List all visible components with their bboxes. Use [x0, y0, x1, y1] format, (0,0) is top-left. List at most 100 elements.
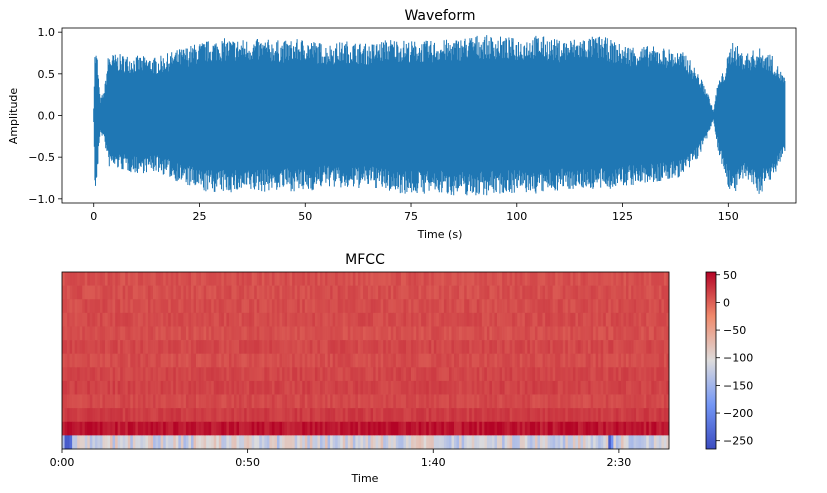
- mfcc-cell: [385, 340, 389, 355]
- mfcc-cell: [663, 394, 667, 409]
- mfcc-cell: [474, 340, 478, 355]
- mfcc-cell: [383, 272, 387, 286]
- mfcc-cell: [198, 326, 202, 341]
- mfcc-cell: [289, 380, 293, 395]
- mfcc-cell: [236, 299, 240, 314]
- mfcc-cell: [84, 285, 88, 300]
- mfcc-cell: [180, 421, 184, 436]
- mfcc-cell: [256, 421, 260, 436]
- mfcc-cell: [418, 340, 422, 355]
- mfcc-cell: [112, 272, 116, 286]
- mfcc-cell: [322, 299, 326, 314]
- mfcc-cell: [651, 285, 655, 300]
- mfcc-cell: [335, 312, 339, 327]
- mfcc-cell: [190, 380, 194, 395]
- mfcc-cell: [416, 353, 419, 368]
- mfcc-cell: [193, 408, 197, 423]
- mfcc-cell: [259, 380, 263, 395]
- mfcc-cell: [256, 272, 260, 286]
- mfcc-cell: [347, 367, 351, 382]
- mfcc-cell: [342, 367, 346, 382]
- mfcc-cell: [577, 394, 581, 409]
- mfcc-cell: [251, 326, 255, 341]
- mfcc-cell: [266, 380, 270, 395]
- mfcc-cell: [115, 285, 118, 300]
- mfcc-cell: [590, 435, 594, 450]
- mfcc-cell: [456, 340, 460, 355]
- mfcc-cell: [433, 299, 437, 314]
- mfcc-cell: [643, 353, 647, 368]
- mfcc-cell: [491, 353, 495, 368]
- mfcc-cell: [246, 380, 250, 395]
- mfcc-cell: [413, 299, 417, 314]
- mfcc-cell: [565, 312, 569, 327]
- mfcc-cell: [309, 299, 313, 314]
- mfcc-cell: [390, 299, 394, 314]
- mfcc-cell: [431, 299, 435, 314]
- mfcc-cell: [142, 299, 146, 314]
- mfcc-cell: [411, 312, 414, 327]
- mfcc-cell: [484, 380, 488, 395]
- mfcc-cell: [648, 380, 652, 395]
- mfcc-cell: [433, 435, 437, 450]
- mfcc-cell: [69, 285, 73, 300]
- mfcc-cell: [190, 285, 194, 300]
- mfcc-cell: [486, 421, 490, 436]
- mfcc-cell: [395, 367, 399, 382]
- mfcc-cell: [441, 394, 445, 409]
- mfcc-cell: [142, 340, 146, 355]
- mfcc-cell: [322, 312, 326, 327]
- mfcc-cell: [327, 380, 331, 395]
- mfcc-cell: [512, 353, 516, 368]
- mfcc-cell: [398, 299, 402, 314]
- mfcc-cell: [446, 272, 450, 286]
- mfcc-cell: [426, 435, 430, 450]
- mfcc-cell: [241, 421, 245, 436]
- mfcc-cell: [398, 380, 402, 395]
- mfcc-cell: [84, 380, 88, 395]
- mfcc-cell: [365, 435, 369, 450]
- mfcc-cell: [608, 408, 612, 423]
- mfcc-cell: [347, 380, 351, 395]
- mfcc-cell: [239, 285, 242, 300]
- mfcc-cell: [524, 421, 528, 436]
- mfcc-cell: [469, 435, 473, 450]
- mfcc-cell: [522, 353, 526, 368]
- mfcc-cell: [355, 435, 359, 450]
- mfcc-cell: [476, 299, 480, 314]
- mfcc-cell: [378, 380, 382, 395]
- waveform-xlabel: Time (s): [417, 228, 463, 241]
- mfcc-cell: [534, 326, 538, 341]
- mfcc-cell: [67, 312, 70, 327]
- mfcc-cell: [142, 408, 146, 423]
- mfcc-cell: [105, 408, 108, 423]
- mfcc-cell: [593, 312, 597, 327]
- mfcc-cell: [269, 312, 273, 327]
- mfcc-cell: [598, 299, 602, 314]
- mfcc-cell: [256, 367, 260, 382]
- mfcc-cell: [557, 435, 561, 450]
- mfcc-cell: [595, 285, 599, 300]
- mfcc-x-tick-label: 2:30: [607, 456, 632, 469]
- mfcc-cell: [393, 326, 397, 341]
- mfcc-cell: [155, 394, 159, 409]
- mfcc-cell: [466, 312, 470, 327]
- mfcc-cell: [451, 285, 455, 300]
- mfcc-cell: [555, 408, 559, 423]
- mfcc-cell: [575, 380, 579, 395]
- mfcc-cell: [426, 312, 430, 327]
- mfcc-cell: [180, 435, 184, 450]
- mfcc-cell: [443, 394, 447, 409]
- mfcc-cell: [456, 353, 460, 368]
- mfcc-cell: [302, 340, 306, 355]
- mfcc-cell: [122, 312, 126, 327]
- mfcc-cell: [127, 367, 131, 382]
- mfcc-cell: [132, 380, 136, 395]
- mfcc-cell: [236, 272, 240, 286]
- mfcc-cell: [322, 340, 326, 355]
- mfcc-cell: [459, 380, 462, 395]
- mfcc-cell: [168, 299, 172, 314]
- mfcc-cell: [527, 435, 531, 450]
- mfcc-cell: [375, 272, 379, 286]
- mfcc-cell: [428, 272, 432, 286]
